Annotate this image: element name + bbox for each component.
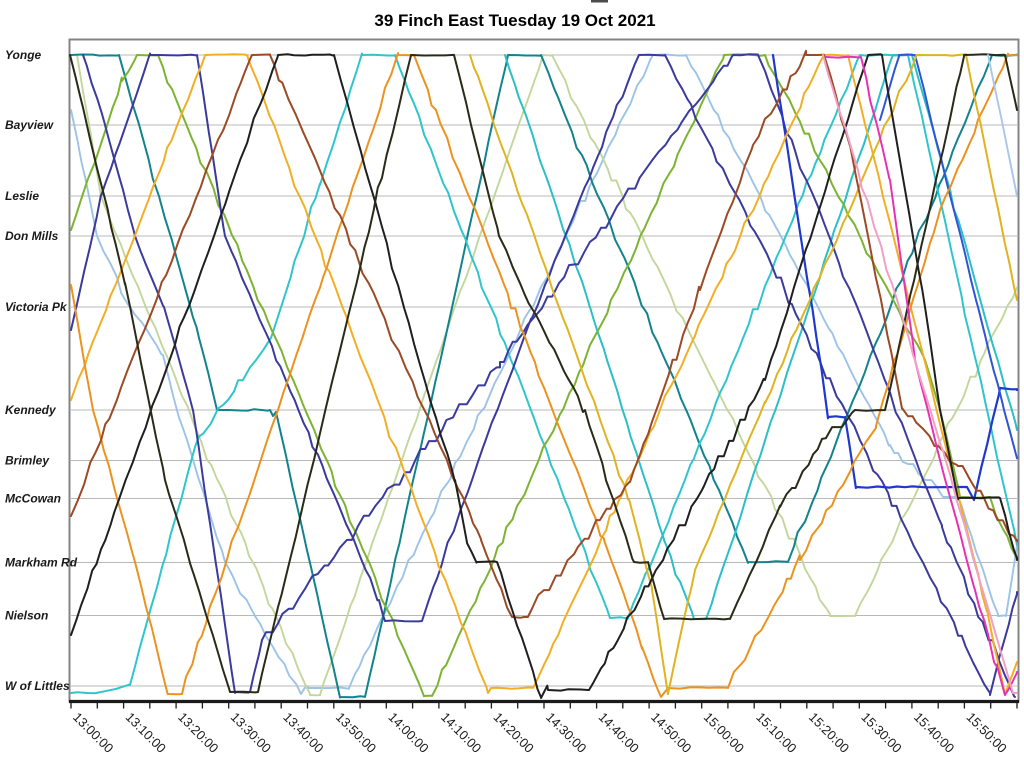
svg-text:Kennedy: Kennedy bbox=[5, 403, 57, 417]
svg-text:W of Littles: W of Littles bbox=[5, 679, 70, 693]
svg-text:McCowan: McCowan bbox=[5, 492, 61, 506]
svg-text:Don Mills: Don Mills bbox=[5, 229, 59, 243]
svg-text:Yonge: Yonge bbox=[5, 48, 42, 62]
svg-text:Brimley: Brimley bbox=[5, 454, 50, 468]
svg-text:Bayview: Bayview bbox=[5, 118, 54, 132]
svg-text:Nielson: Nielson bbox=[5, 609, 48, 623]
svg-text:39 Finch East Tuesday 19 Oct 2: 39 Finch East Tuesday 19 Oct 2021 bbox=[374, 11, 655, 30]
svg-text:Leslie: Leslie bbox=[5, 189, 39, 203]
svg-text:Markham Rd: Markham Rd bbox=[5, 556, 78, 570]
svg-text:Victoria Pk: Victoria Pk bbox=[5, 300, 68, 314]
